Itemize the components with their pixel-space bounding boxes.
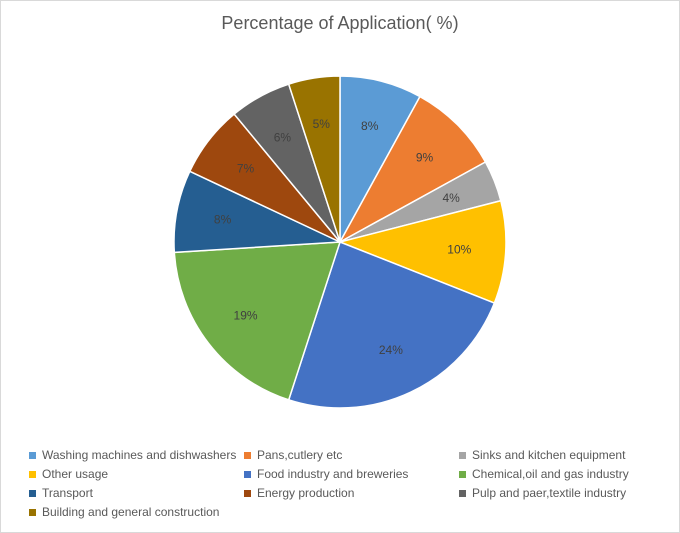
data-label-energy-production: 7% bbox=[237, 162, 255, 176]
legend-item-transport: Transport bbox=[29, 485, 244, 501]
legend-item-other-usage: Other usage bbox=[29, 466, 244, 482]
legend-label: Pulp and paer,textile industry bbox=[472, 486, 627, 500]
data-label-transport: 8% bbox=[214, 213, 232, 227]
legend-swatch bbox=[29, 508, 36, 516]
legend-item-chemical-oil-and-gas-industry: Chemical,oil and gas industry bbox=[459, 466, 669, 482]
legend-swatch bbox=[459, 470, 466, 478]
legend-item-pans-cutlery-etc: Pans,cutlery etc bbox=[244, 447, 459, 463]
data-label-building-and-general-construction: 5% bbox=[313, 117, 331, 131]
legend-label: Energy production bbox=[257, 486, 355, 500]
chart-legend: Washing machines and dishwashers Pans,cut… bbox=[29, 447, 669, 520]
pie-slice-food-industry-and-breweries bbox=[287, 241, 496, 409]
data-label-pans-cutlery-etc: 9% bbox=[416, 150, 434, 164]
legend-item-washing-machines-and-dishwashers: Washing machines and dishwashers bbox=[29, 447, 244, 463]
pie-slice-building-and-general-construction bbox=[287, 75, 341, 243]
pie-slice-pans-cutlery-etc bbox=[338, 95, 487, 244]
pie-slice-other-usage bbox=[337, 199, 507, 305]
legend-swatch bbox=[244, 489, 251, 497]
data-label-sinks-and-kitchen-equipment: 4% bbox=[442, 191, 460, 205]
chart-title: Percentage of Application( %) bbox=[221, 13, 459, 33]
legend-label: Washing machines and dishwashers bbox=[42, 448, 237, 462]
legend-label: Building and general construction bbox=[42, 505, 220, 519]
legend-swatch bbox=[29, 451, 36, 459]
legend-swatch bbox=[459, 451, 466, 459]
legend-label: Pans,cutlery etc bbox=[257, 448, 343, 462]
pie-slice-chemical-oil-and-gas-industry bbox=[173, 241, 342, 401]
data-label-other-usage: 10% bbox=[447, 243, 471, 257]
legend-swatch bbox=[244, 451, 251, 459]
legend-item-pulp-and-paer-textile-industry: Pulp and paer,textile industry bbox=[459, 485, 669, 501]
data-label-washing-machines-and-dishwashers: 8% bbox=[361, 119, 379, 133]
data-label-food-industry-and-breweries: 24% bbox=[379, 343, 403, 357]
legend-swatch bbox=[459, 489, 466, 497]
legend-swatch bbox=[29, 470, 36, 478]
legend-item-building-and-general-construction: Building and general construction bbox=[29, 504, 244, 520]
legend-label: Other usage bbox=[42, 467, 109, 481]
legend-label: Food industry and breweries bbox=[257, 467, 409, 481]
legend-swatch bbox=[244, 470, 251, 478]
legend-item-sinks-and-kitchen-equipment: Sinks and kitchen equipment bbox=[459, 447, 669, 463]
legend-label: Transport bbox=[42, 486, 93, 500]
legend-label: Chemical,oil and gas industry bbox=[472, 467, 629, 481]
data-label-chemical-oil-and-gas-industry: 19% bbox=[234, 308, 258, 322]
legend-item-food-industry-and-breweries: Food industry and breweries bbox=[244, 466, 459, 482]
data-label-pulp-and-paer-textile-industry: 6% bbox=[274, 130, 292, 144]
legend-item-energy-production: Energy production bbox=[244, 485, 459, 501]
legend-label: Sinks and kitchen equipment bbox=[472, 448, 626, 462]
legend-swatch bbox=[29, 489, 36, 497]
